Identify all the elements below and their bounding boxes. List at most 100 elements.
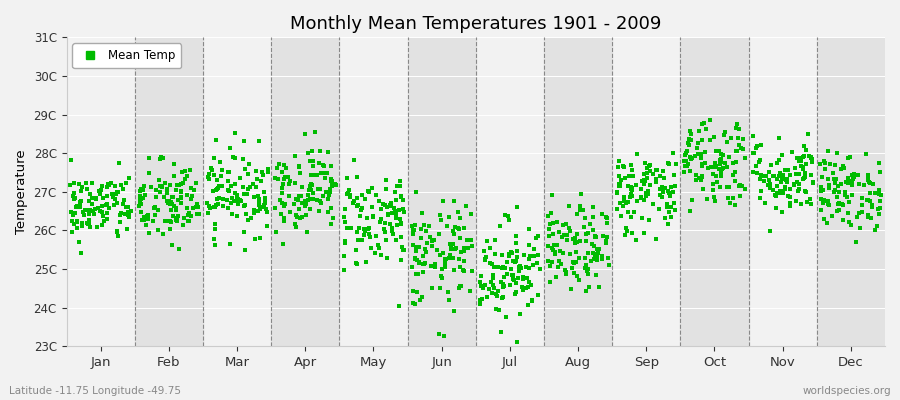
Point — [238, 190, 252, 197]
Point — [850, 214, 864, 220]
Point — [99, 202, 113, 209]
Point — [506, 258, 520, 265]
Point — [616, 163, 631, 170]
Point — [544, 210, 559, 216]
Point — [70, 219, 85, 226]
Point — [591, 250, 606, 256]
Point — [855, 195, 869, 201]
Point — [382, 220, 397, 227]
Point — [436, 250, 451, 256]
Point — [828, 180, 842, 186]
Point — [731, 135, 745, 142]
Point — [210, 195, 224, 202]
Point — [281, 174, 295, 180]
Point — [612, 182, 626, 189]
Point — [325, 180, 339, 187]
Point — [102, 205, 116, 211]
Point — [842, 219, 857, 225]
Point — [828, 186, 842, 193]
Point — [794, 162, 808, 169]
Point — [390, 197, 404, 203]
Point — [645, 201, 660, 207]
Point — [796, 176, 810, 182]
Point — [416, 261, 430, 267]
Point — [248, 236, 263, 242]
Point — [778, 177, 793, 183]
Point — [770, 205, 784, 212]
Point — [418, 260, 432, 266]
Point — [681, 140, 696, 146]
Point — [104, 191, 119, 197]
Point — [113, 182, 128, 188]
Point — [81, 207, 95, 213]
Point — [106, 193, 121, 200]
Point — [613, 181, 627, 187]
Point — [282, 180, 296, 187]
Point — [737, 185, 751, 192]
Point — [443, 252, 457, 258]
Point — [521, 278, 535, 285]
Point — [656, 188, 670, 195]
Point — [797, 174, 812, 181]
Point — [102, 182, 116, 188]
Point — [276, 241, 291, 248]
Point — [278, 165, 293, 172]
Point — [259, 223, 274, 229]
Point — [580, 268, 594, 275]
Point — [523, 253, 537, 260]
Point — [762, 177, 777, 184]
Point — [662, 190, 677, 196]
Point — [836, 163, 850, 170]
Point — [497, 283, 511, 289]
Point — [802, 153, 816, 159]
Point — [278, 201, 293, 207]
Point — [444, 241, 458, 247]
Point — [478, 282, 492, 288]
Point — [208, 204, 222, 210]
Point — [623, 193, 637, 200]
Point — [616, 198, 631, 204]
Point — [338, 238, 352, 244]
Point — [134, 200, 148, 207]
Point — [498, 212, 512, 218]
Point — [646, 171, 661, 177]
Point — [353, 212, 367, 219]
Point — [708, 162, 723, 169]
Point — [74, 188, 88, 194]
Point — [625, 230, 639, 236]
Point — [107, 191, 122, 197]
Point — [638, 190, 652, 196]
Point — [354, 207, 368, 214]
Point — [489, 291, 503, 297]
Point — [220, 177, 235, 184]
Point — [276, 181, 291, 187]
Point — [543, 263, 557, 270]
Point — [252, 235, 266, 242]
Point — [247, 194, 261, 200]
Point — [695, 121, 709, 127]
Point — [133, 209, 148, 215]
Point — [292, 206, 306, 212]
Point — [164, 219, 178, 226]
Point — [780, 176, 795, 183]
Point — [658, 214, 672, 221]
Point — [420, 240, 435, 246]
Point — [148, 204, 163, 210]
Point — [256, 202, 271, 208]
Point — [713, 157, 727, 164]
Point — [701, 164, 716, 171]
Point — [842, 180, 856, 186]
Point — [201, 210, 215, 216]
Point — [521, 284, 535, 290]
Point — [338, 253, 352, 260]
Text: worldspecies.org: worldspecies.org — [803, 386, 891, 396]
Point — [180, 173, 194, 180]
Point — [509, 204, 524, 210]
Point — [522, 241, 536, 248]
Point — [484, 279, 499, 286]
Point — [362, 188, 376, 195]
Point — [572, 255, 587, 262]
Point — [140, 216, 155, 222]
Point — [63, 182, 77, 188]
Point — [691, 151, 706, 158]
